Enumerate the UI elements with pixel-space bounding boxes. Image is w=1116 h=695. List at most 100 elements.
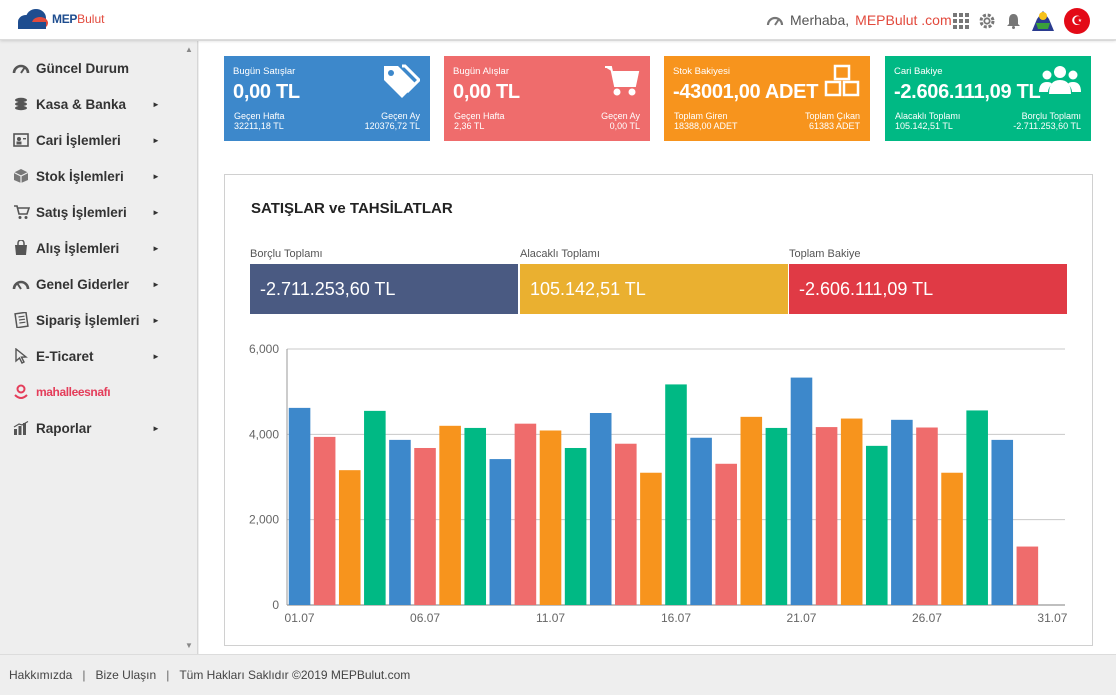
stat-borclu-toplami: Borçlu Toplamı -2.711.253,60 TL bbox=[250, 248, 518, 314]
chevron-right-icon: ► bbox=[152, 171, 160, 181]
sidebar-item-label: Satış İşlemleri bbox=[36, 204, 127, 220]
card-bugun-satislar[interactable]: Bugün Satışlar 0,00 TL Geçen Hafta 32211,… bbox=[224, 56, 430, 141]
chevron-right-icon: ► bbox=[152, 99, 160, 109]
bar-13.07[interactable] bbox=[589, 413, 612, 605]
sidebar-item-cari-islemleri[interactable]: Cari İşlemleri ► bbox=[12, 128, 162, 152]
sidebar-item-siparis-islemleri[interactable]: Sipariş İşlemleri ► bbox=[12, 308, 162, 332]
footer-copyright: Tüm Hakları Saklıdır ©2019 MEPBulut.com bbox=[179, 668, 411, 682]
logo-text: MEP bbox=[52, 12, 78, 26]
x-tick-label: 16.07 bbox=[661, 611, 691, 625]
sidebar-item-satis-islemleri[interactable]: Satış İşlemleri ► bbox=[12, 200, 162, 224]
chevron-right-icon: ► bbox=[152, 351, 160, 361]
profile-avatar-icon[interactable] bbox=[1030, 10, 1056, 32]
x-tick-label: 01.07 bbox=[285, 611, 315, 625]
bell-icon[interactable] bbox=[1004, 10, 1022, 32]
footer-link-contact[interactable]: Bize Ulaşın bbox=[95, 668, 157, 682]
sidebar-item-label: Genel Giderler bbox=[36, 276, 130, 292]
contact-card-icon bbox=[12, 131, 30, 149]
card-label: Stok Bakiyesi bbox=[673, 66, 731, 77]
card-stok-bakiyesi[interactable]: Stok Bakiyesi -43001,00 ADET Toplam Gire… bbox=[664, 56, 870, 141]
sidebar-item-kasa-banka[interactable]: Kasa & Banka ► bbox=[12, 92, 162, 116]
apps-grid-icon[interactable] bbox=[952, 10, 970, 32]
turkey-flag-icon[interactable]: ☪ bbox=[1064, 8, 1090, 34]
bar-28.07[interactable] bbox=[966, 410, 988, 605]
bar-18.07[interactable] bbox=[715, 463, 737, 605]
card-right-stat: Geçen Ay 120376,72 TL bbox=[364, 111, 420, 131]
bar-20.07[interactable] bbox=[765, 427, 788, 605]
bar-04.07[interactable] bbox=[364, 410, 386, 605]
card-label: Cari Bakiye bbox=[894, 66, 943, 77]
chevron-right-icon: ► bbox=[152, 243, 160, 253]
bar-11.07[interactable] bbox=[539, 430, 562, 605]
x-tick-label: 31.07 bbox=[1037, 611, 1067, 625]
sidebar-item-alis-islemleri[interactable]: Alış İşlemleri ► bbox=[12, 236, 162, 260]
bar-12.07[interactable] bbox=[564, 447, 587, 605]
sidebar-item-label: Alış İşlemleri bbox=[36, 240, 120, 256]
bar-16.07[interactable] bbox=[665, 384, 687, 605]
bar-07.07[interactable] bbox=[439, 425, 461, 605]
card-value: 0,00 TL bbox=[233, 81, 300, 103]
gauge-icon bbox=[12, 275, 30, 293]
bar-10.07[interactable] bbox=[514, 423, 537, 605]
sidebar-item-raporlar[interactable]: Raporlar ► bbox=[12, 416, 162, 440]
sidebar-item-genel-giderler[interactable]: Genel Giderler ► bbox=[12, 272, 162, 296]
bar-25.07[interactable] bbox=[891, 419, 913, 605]
card-label: Bugün Satışlar bbox=[233, 66, 296, 77]
sidebar-item-guncel-durum[interactable]: Güncel Durum bbox=[12, 56, 162, 80]
speedometer-icon bbox=[766, 16, 784, 26]
cubes-icon bbox=[824, 64, 860, 97]
bar-17.07[interactable] bbox=[690, 437, 712, 605]
users-icon bbox=[1039, 66, 1081, 94]
scroll-up-icon[interactable]: ▲ bbox=[185, 45, 193, 54]
bar-14.07[interactable] bbox=[615, 443, 637, 605]
bar-23.07[interactable] bbox=[840, 418, 863, 605]
sidebar-item-stok-islemleri[interactable]: Stok İşlemleri ► bbox=[12, 164, 162, 188]
gear-icon[interactable] bbox=[978, 10, 996, 32]
bar-21.07[interactable] bbox=[790, 377, 813, 605]
card-bugun-alislar[interactable]: Bugün Alışlar 0,00 TL Geçen Hafta 2,36 TL… bbox=[444, 56, 650, 141]
card-left-stat: Alacaklı Toplamı 105.142,51 TL bbox=[895, 111, 961, 131]
bar-09.07[interactable] bbox=[489, 459, 512, 605]
sidebar-scrollbar[interactable]: ▲ ▼ bbox=[182, 41, 196, 654]
bar-30.07[interactable] bbox=[1016, 546, 1039, 605]
bar-26.07[interactable] bbox=[916, 427, 938, 605]
shopping-bag-icon bbox=[12, 239, 30, 257]
sidebar-item-mahalle-esnafi[interactable]: mahalleesnafı bbox=[12, 380, 162, 404]
tags-icon bbox=[384, 64, 420, 98]
bar-27.07[interactable] bbox=[941, 472, 963, 605]
bar-29.07[interactable] bbox=[991, 439, 1014, 605]
sidebar-item-label: mahalleesnafı bbox=[36, 385, 111, 399]
footer-link-about[interactable]: Hakkımızda bbox=[9, 668, 73, 682]
coins-icon bbox=[12, 95, 30, 113]
sales-bar-chart: 0 2,000 4,000 6,000 01.07 06.07 11.07 16.07 21.0… bbox=[249, 342, 1068, 625]
bar-15.07[interactable] bbox=[640, 472, 662, 605]
top-header: MEP Bulut Merhaba, MEPBulut .com ☪ bbox=[0, 0, 1116, 40]
bar-01.07[interactable] bbox=[288, 407, 311, 605]
bar-08.07[interactable] bbox=[464, 427, 487, 605]
sales-panel: SATIŞLAR ve TAHSİLATLAR Borçlu Toplamı -… bbox=[224, 174, 1093, 646]
order-list-icon bbox=[12, 311, 30, 329]
card-right-stat: Borçlu Toplamı -2.711.253,60 TL bbox=[1013, 111, 1081, 131]
user-greeting[interactable]: Merhaba, MEPBulut .com bbox=[766, 12, 952, 28]
sidebar-item-label: Cari İşlemleri bbox=[36, 132, 121, 148]
app-logo[interactable]: MEP Bulut bbox=[16, 8, 104, 30]
card-cari-bakiye[interactable]: Cari Bakiye -2.606.111,09 TL Alacaklı To… bbox=[885, 56, 1091, 141]
y-tick-label: 4,000 bbox=[249, 427, 279, 441]
bar-22.07[interactable] bbox=[815, 427, 838, 605]
card-label: Bugün Alışlar bbox=[453, 66, 509, 77]
main-content: Bugün Satışlar 0,00 TL Geçen Hafta 32211,… bbox=[199, 41, 1116, 654]
stat-alacakli-toplami: Alacaklı Toplamı 105.142,51 TL bbox=[520, 248, 788, 314]
bar-05.07[interactable] bbox=[389, 439, 411, 605]
bar-24.07[interactable] bbox=[865, 445, 888, 605]
bar-02.07[interactable] bbox=[313, 436, 336, 605]
bar-06.07[interactable] bbox=[414, 447, 436, 605]
panel-title: SATIŞLAR ve TAHSİLATLAR bbox=[251, 200, 453, 217]
sidebar-item-e-ticaret[interactable]: E-Ticaret ► bbox=[12, 344, 162, 368]
stat-label: Borçlu Toplamı bbox=[250, 248, 323, 260]
card-left-stat: Geçen Hafta 32211,18 TL bbox=[234, 111, 285, 131]
sidebar-item-label: Raporlar bbox=[36, 420, 92, 436]
bar-03.07[interactable] bbox=[338, 470, 361, 605]
bar-19.07[interactable] bbox=[740, 416, 763, 605]
sidebar-item-label: Stok İşlemleri bbox=[36, 168, 124, 184]
scroll-down-icon[interactable]: ▼ bbox=[185, 641, 193, 650]
